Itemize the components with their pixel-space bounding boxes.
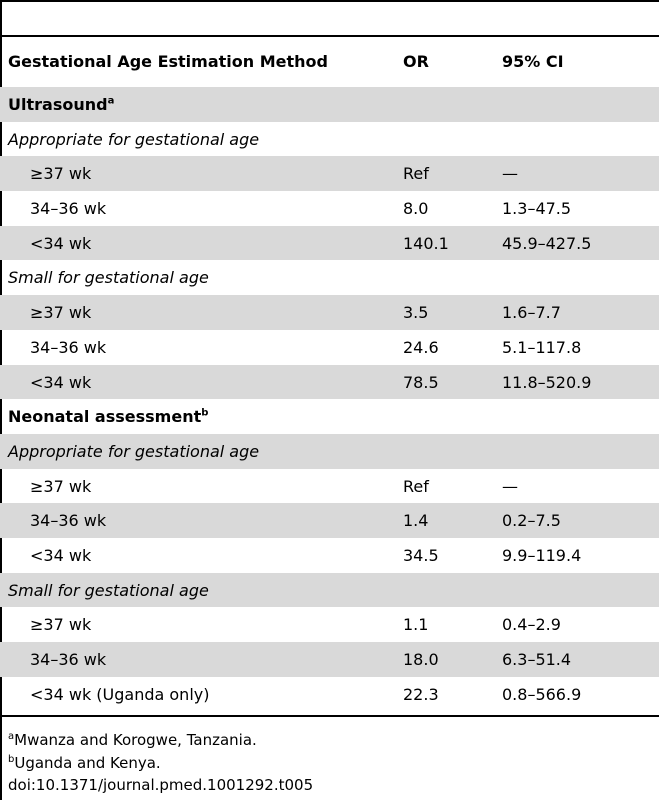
or-value: Ref (403, 476, 429, 496)
row-label: ≥37 wk (30, 615, 91, 634)
table-row: 34–36 wk 18.0 6.3–51.4 (0, 642, 659, 677)
subsection-row: Small for gestational age (0, 260, 659, 295)
table-bottom-rule (0, 715, 659, 717)
row-label-text: Appropriate for gestational age (8, 441, 260, 461)
row-label: ≥37 wk (30, 477, 91, 496)
section-row: Ultrasounda (0, 87, 659, 122)
table-row: ≥37 wk Ref — (0, 469, 659, 504)
row-label: ≥37 wk (30, 303, 91, 322)
table-row: <34 wk (Uganda only) 22.3 0.8–566.9 (0, 677, 659, 712)
ci-value: — (502, 476, 518, 496)
row-label-text: 34–36 wk (30, 337, 107, 357)
or-value: 1.1 (403, 615, 429, 635)
footnote-text: Uganda and Kenya. (14, 753, 161, 772)
table-top-rule (0, 0, 659, 2)
row-label-text: Appropriate for gestational age (8, 129, 260, 149)
row-label: Appropriate for gestational age (8, 130, 259, 149)
row-label: <34 wk (30, 373, 91, 392)
table-header: Gestational Age Estimation Method OR 95%… (0, 37, 659, 87)
row-label-text: ≥37 wk (30, 476, 92, 496)
row-label: Small for gestational age (8, 581, 209, 600)
table-row: ≥37 wk 1.1 0.4–2.9 (0, 607, 659, 642)
ci-value: 0.4–2.9 (502, 615, 561, 635)
ci-value: 0.8–566.9 (502, 684, 582, 704)
footnote: bUganda and Kenya. (8, 752, 313, 775)
row-label: Small for gestational age (8, 268, 209, 287)
row-label: <34 wk (30, 546, 91, 565)
header-rule (0, 35, 659, 37)
row-label-text: <34 wk (30, 372, 92, 392)
ci-value: 0.2–7.5 (502, 511, 561, 531)
row-label: <34 wk (30, 234, 91, 253)
table-row: 34–36 wk 8.0 1.3–47.5 (0, 191, 659, 226)
table-body: Ultrasounda Appropriate for gestational a… (0, 87, 659, 711)
row-label: 34–36 wk (30, 511, 106, 530)
or-value: 34.5 (403, 545, 439, 565)
row-label-text: <34 wk (30, 233, 92, 253)
or-value: 1.4 (403, 511, 429, 531)
subsection-row: Small for gestational age (0, 572, 659, 608)
footnote-marker: b (8, 753, 15, 765)
ci-value: 1.6–7.7 (502, 303, 561, 323)
subsection-row: Appropriate for gestational age (0, 122, 659, 157)
row-label-text: Neonatal assessment (8, 407, 202, 427)
row-label: <34 wk (Uganda only) (30, 685, 209, 704)
or-value: 8.0 (403, 199, 429, 219)
row-label: 34–36 wk (30, 199, 106, 218)
footnote: aMwanza and Korogwe, Tanzania. (8, 729, 313, 752)
footnote-marker: a (107, 95, 115, 107)
table-row: 34–36 wk 1.4 0.2–7.5 (0, 503, 659, 538)
footnote: doi:10.1371/journal.pmed.1001292.t005 (8, 774, 313, 797)
or-value: 18.0 (403, 650, 439, 669)
table-left-rule (0, 0, 2, 800)
row-label-text: 34–36 wk (30, 199, 107, 219)
ci-value: 5.1–117.8 (502, 337, 582, 357)
table-row: <34 wk 78.5 11.8–520.9 (0, 364, 659, 400)
header-ci: 95% CI (502, 52, 564, 71)
footnotes: aMwanza and Korogwe, Tanzania. bUganda an… (8, 729, 313, 797)
header-or: OR (403, 52, 429, 71)
header-method: Gestational Age Estimation Method (8, 52, 328, 71)
or-value: 140.1 (403, 233, 449, 253)
ci-value: — (502, 164, 518, 184)
table-row: <34 wk 34.5 9.9–119.4 (0, 538, 659, 573)
section-row: Neonatal assessmentb (0, 399, 659, 434)
row-label: Ultrasounda (8, 95, 114, 114)
row-label-text: Small for gestational age (8, 268, 209, 288)
or-value: Ref (403, 164, 429, 184)
row-label: Neonatal assessmentb (8, 407, 208, 426)
table-row: ≥37 wk Ref — (0, 156, 659, 192)
row-label: ≥37 wk (30, 164, 91, 183)
row-label-text: 34–36 wk (30, 650, 107, 669)
subsection-row: Appropriate for gestational age (0, 433, 659, 469)
table-row: ≥37 wk 3.5 1.6–7.7 (0, 295, 659, 330)
row-label-text: ≥37 wk (30, 164, 92, 184)
ci-value: 6.3–51.4 (502, 650, 572, 669)
or-value: 3.5 (403, 303, 429, 323)
footnote-marker: b (201, 407, 209, 419)
row-label: 34–36 wk (30, 338, 106, 357)
ci-value: 11.8–520.9 (502, 372, 592, 392)
table-row: 34–36 wk 24.6 5.1–117.8 (0, 330, 659, 365)
row-label-text: Small for gestational age (8, 580, 209, 600)
footnote-text: doi:10.1371/journal.pmed.1001292.t005 (8, 776, 314, 794)
row-label-text: Ultrasound (8, 95, 108, 114)
row-label-text: ≥37 wk (30, 303, 92, 323)
or-value: 78.5 (403, 372, 439, 392)
ci-value: 45.9–427.5 (502, 233, 592, 253)
row-label-text: <34 wk (Uganda only) (30, 684, 210, 704)
ci-value: 1.3–47.5 (502, 199, 572, 219)
footnote-marker: a (8, 731, 15, 742)
row-label-text: ≥37 wk (30, 615, 92, 635)
row-label: Appropriate for gestational age (8, 442, 259, 461)
or-value: 22.3 (403, 684, 439, 704)
or-value: 24.6 (403, 337, 439, 357)
row-label-text: <34 wk (30, 545, 92, 565)
table-row: <34 wk 140.1 45.9–427.5 (0, 225, 659, 261)
footnote-text: Mwanza and Korogwe, Tanzania. (14, 731, 257, 749)
ci-value: 9.9–119.4 (502, 545, 582, 565)
row-label: 34–36 wk (30, 650, 106, 669)
row-label-text: 34–36 wk (30, 511, 107, 531)
